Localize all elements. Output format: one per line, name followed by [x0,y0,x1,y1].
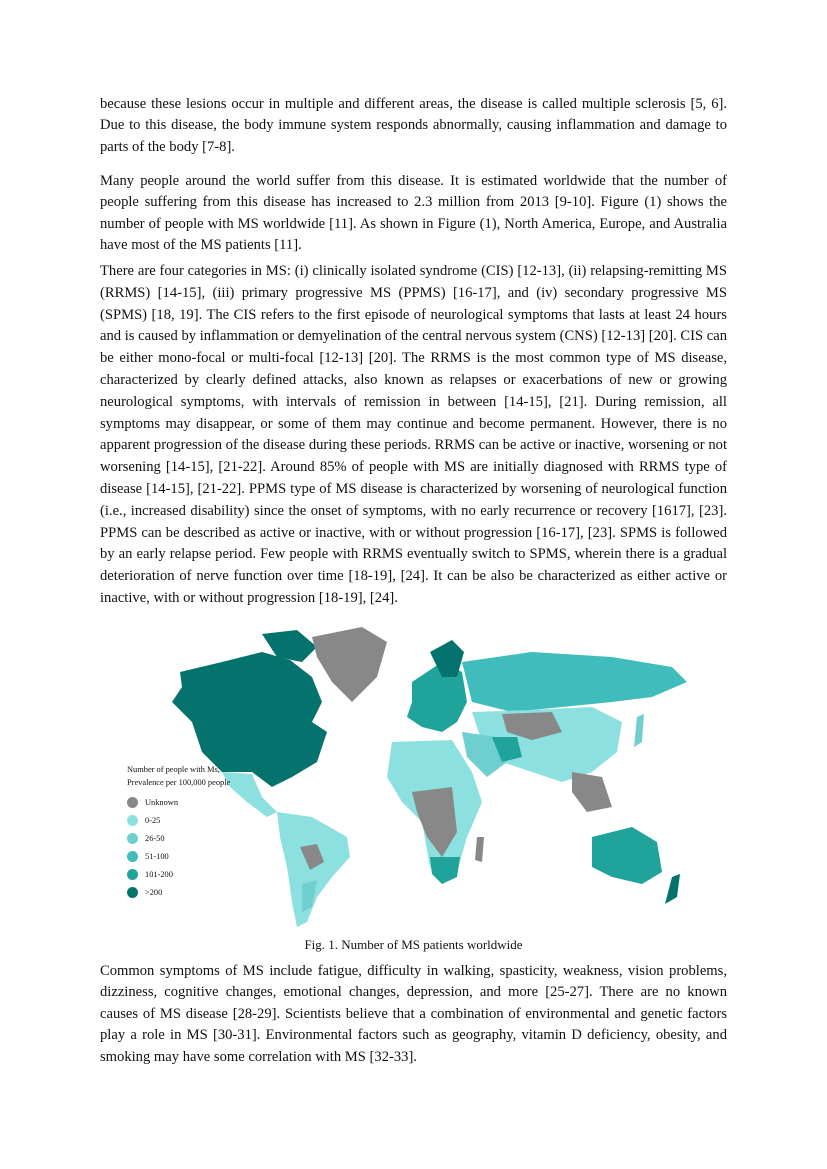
map-new-zealand [665,874,680,904]
legend-swatch [127,832,138,844]
legend-item: 51-100 [127,847,230,865]
map-south-america-unknown [300,844,324,870]
map-south-america-2 [302,880,317,912]
legend-item: Unknown [127,793,230,811]
map-canada-islands [262,630,317,662]
world-map [172,627,687,927]
legend-item: 0-25 [127,811,230,829]
map-southeast-asia [572,772,612,812]
legend-subtitle: Prevalence per 100,000 people [127,778,231,787]
legend-swatch [127,886,138,898]
legend-label: 26-50 [145,833,165,843]
map-south-america [277,812,350,927]
map-japan [634,714,644,747]
legend-swatch [127,868,138,880]
legend-label: Unknown [145,797,179,807]
legend-item: >200 [127,883,230,901]
map-central-asia-unknown [502,712,562,740]
map-russia [462,652,687,712]
legend-swatch [127,814,138,826]
map-madagascar [475,837,484,862]
map-south-africa [430,857,460,884]
map-greenland [312,627,387,702]
figure-caption: Fig. 1. Number of MS patients worldwide [304,937,523,952]
legend-label: 101-200 [145,869,173,879]
paragraph: Many people around the world suffer from… [100,173,727,254]
map-australia [592,827,662,884]
paragraph: There are four categories in MS: (i) cli… [100,263,727,606]
paragraph: Common symptoms of MS include fatigue, d… [100,963,727,1065]
paragraph: because these lesions occur in multiple … [100,96,727,155]
map-north-america [172,652,327,787]
map-iran [492,737,522,762]
legend-label: >200 [145,887,163,897]
legend-item: 101-200 [127,865,230,883]
legend-swatch [127,796,138,808]
map-africa-unknown [412,787,457,857]
world-map-figure [112,622,702,932]
legend-item: 26-50 [127,829,230,847]
legend-label: 0-25 [145,815,161,825]
map-legend: Number of people with Ms, Prevalence per… [127,763,230,901]
legend-label: 51-100 [145,851,169,861]
map-central-america [222,772,277,817]
legend-title: Number of people with Ms, [127,765,220,774]
legend-swatch [127,850,138,862]
map-europe [407,662,467,732]
map-scandinavia [430,640,464,677]
